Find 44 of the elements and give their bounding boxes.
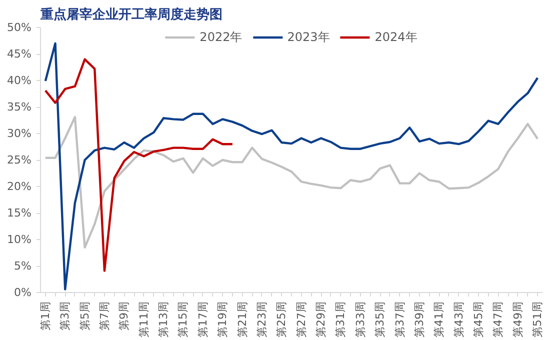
x-tick-label: 第45周 <box>472 301 486 338</box>
x-tick-label: 第17周 <box>196 301 210 338</box>
x-tick-label: 第9周 <box>118 302 131 330</box>
x-tick-label: 第27周 <box>294 301 308 338</box>
x-tick-label: 第23周 <box>255 301 268 338</box>
y-tick-label: 45% <box>7 48 32 60</box>
x-tick-label: 第19周 <box>216 301 230 338</box>
x-tick-label: 第21周 <box>236 301 249 338</box>
y-tick-label: 40% <box>7 74 32 87</box>
legend-label: 2022年 <box>200 28 242 46</box>
x-tick-label: 第15周 <box>176 301 190 338</box>
y-tick-label: 5% <box>14 260 32 272</box>
x-tick-label: 第33周 <box>354 301 367 338</box>
x-tick-label: 第25周 <box>275 301 288 338</box>
y-tick-label: 0% <box>14 286 32 299</box>
y-tick-label: 35% <box>7 100 32 114</box>
y-tick-label: 30% <box>7 127 32 140</box>
x-tick-label: 第47周 <box>492 301 505 338</box>
y-tick-label: 15% <box>7 206 32 220</box>
x-tick-label: 第49周 <box>511 301 524 338</box>
y-tick-label: 25% <box>7 154 32 166</box>
y-tick-label: 10% <box>7 233 32 246</box>
y-tick-label: 50% <box>7 21 32 34</box>
x-tick-label: 第13周 <box>157 301 170 338</box>
line-series <box>44 42 539 290</box>
x-tick-label: 第41周 <box>432 301 446 338</box>
x-tick-label: 第51周 <box>531 301 544 338</box>
line-series <box>44 58 234 272</box>
x-tick-label: 第29周 <box>314 301 328 338</box>
y-tick-label: 20% <box>7 180 32 193</box>
legend-label: 2023年 <box>287 28 330 46</box>
line-series <box>44 116 539 249</box>
chart-title: 重点屠宰企业开工率周度走势图 <box>40 6 222 22</box>
x-tick-label: 第5周 <box>78 302 92 330</box>
x-tick-label: 第7周 <box>98 302 111 330</box>
x-tick-label: 第43周 <box>452 301 466 338</box>
x-tick-label: 第31周 <box>334 301 348 338</box>
x-tick-label: 第11周 <box>137 301 150 338</box>
x-tick-label: 第1周 <box>38 302 52 330</box>
legend-label: 2024年 <box>374 28 418 46</box>
x-tick-label: 第39周 <box>412 301 426 338</box>
x-tick-label: 第37周 <box>393 301 406 338</box>
x-tick-label: 第35周 <box>374 301 387 338</box>
x-tick-label: 第3周 <box>58 302 72 330</box>
